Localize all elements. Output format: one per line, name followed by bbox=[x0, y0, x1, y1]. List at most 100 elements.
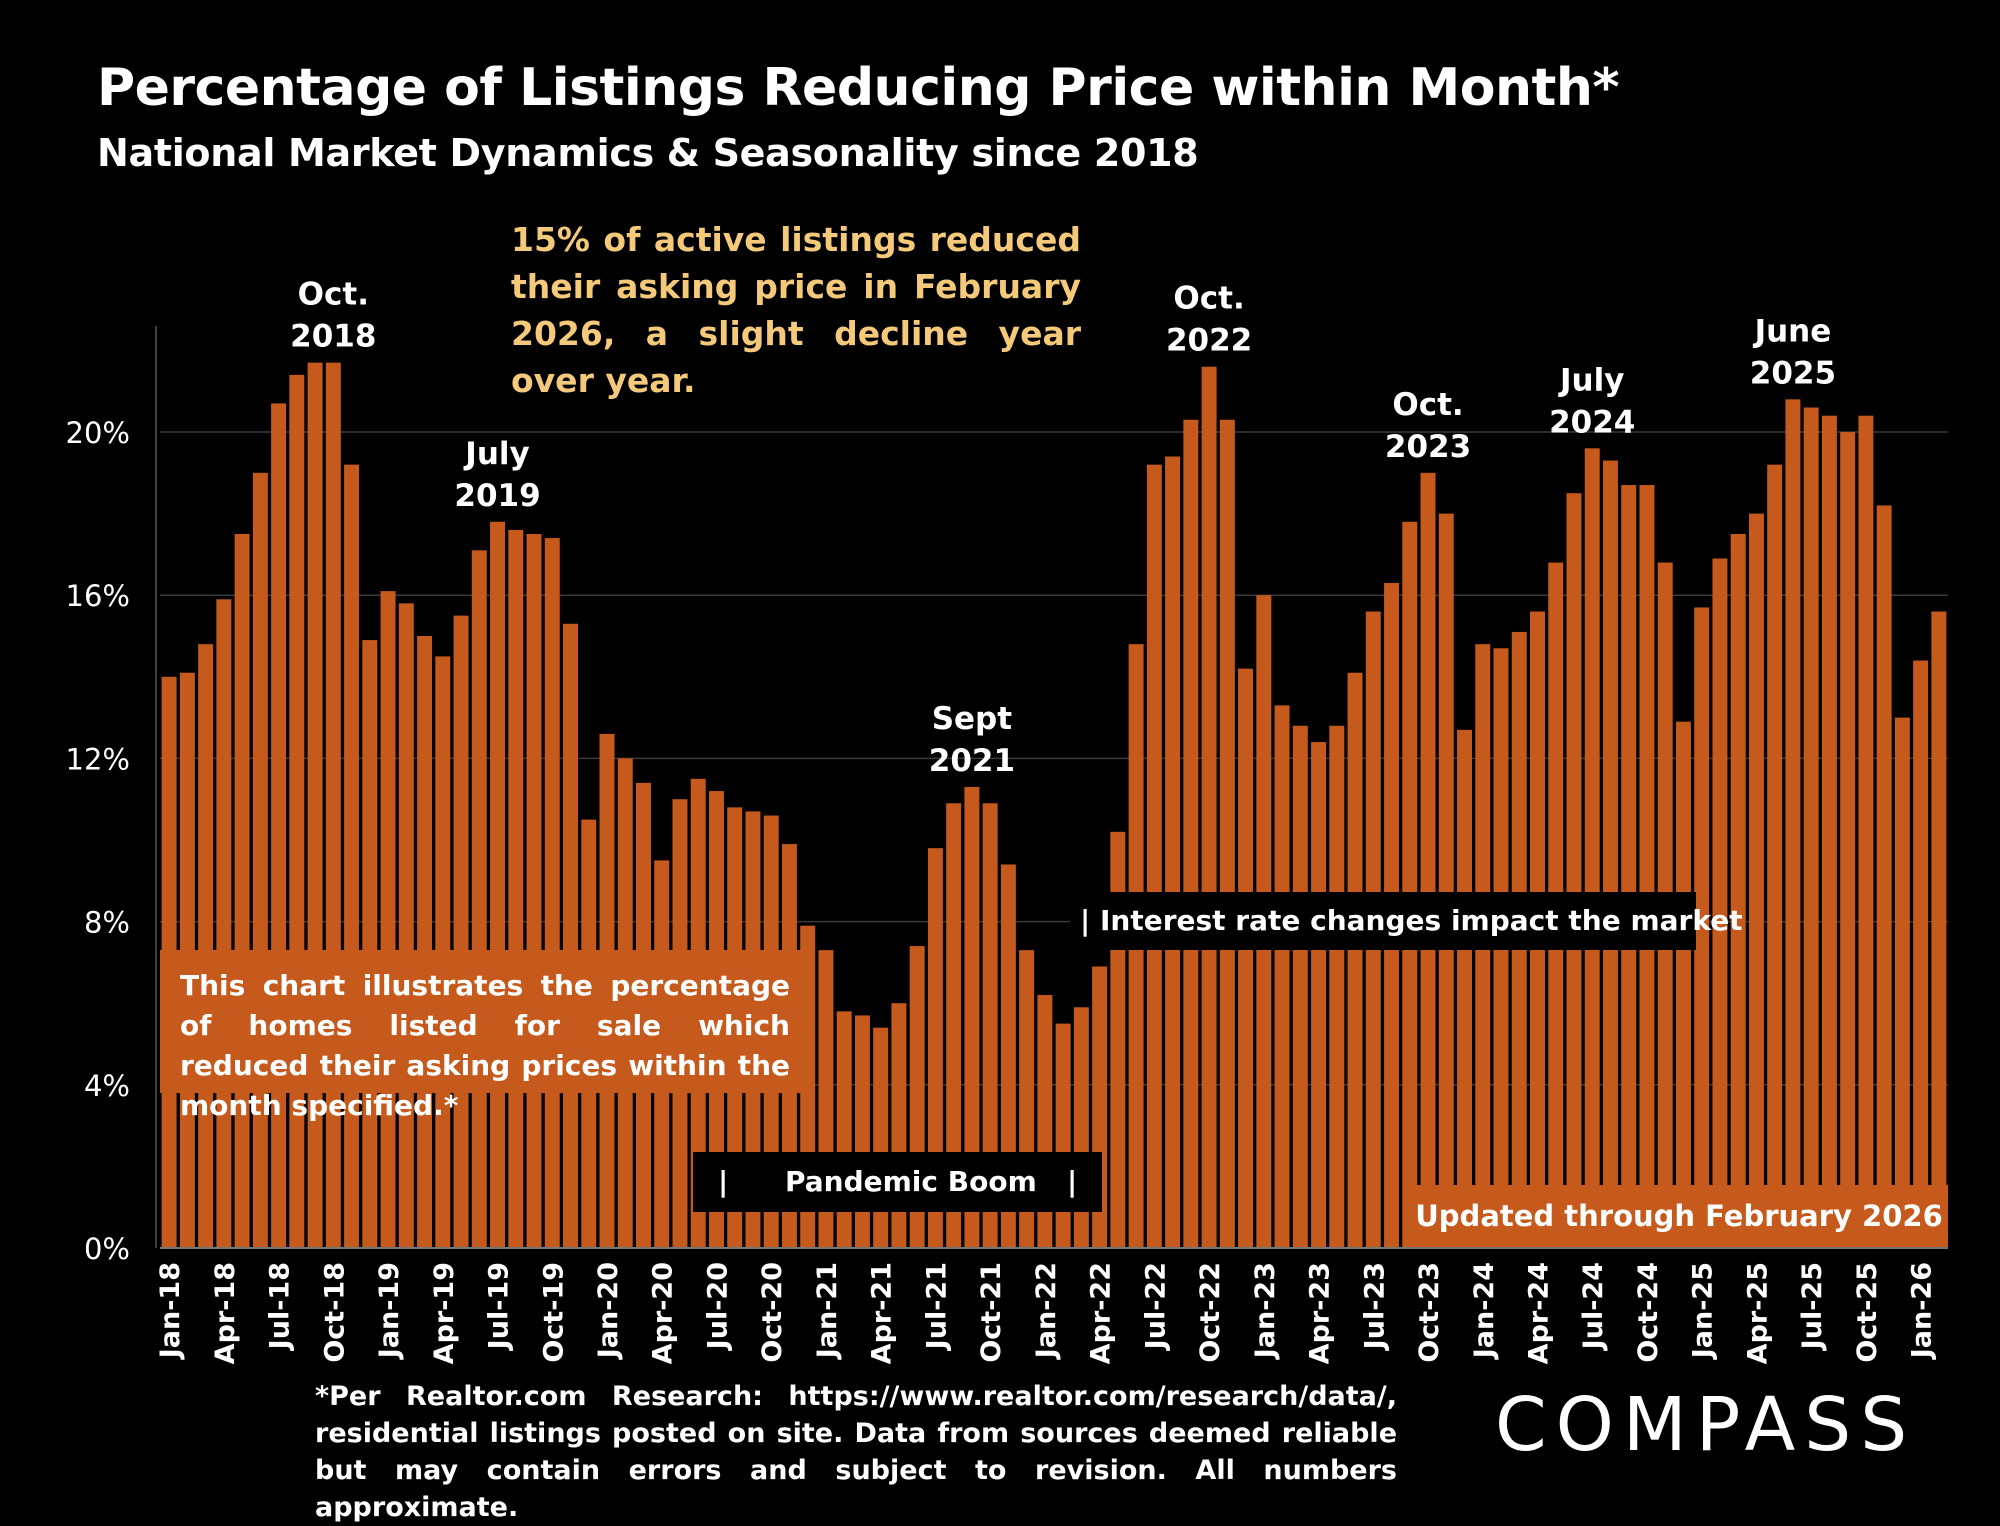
x-tick-label: Oct-18 bbox=[319, 1262, 350, 1363]
bar bbox=[453, 615, 469, 1248]
bar bbox=[526, 534, 542, 1248]
bar bbox=[216, 599, 232, 1248]
bar bbox=[1165, 456, 1181, 1249]
x-tick-label: Jan-20 bbox=[593, 1262, 624, 1360]
y-tick-label: 8% bbox=[84, 906, 130, 940]
annotation-year: 2025 bbox=[1750, 355, 1836, 391]
bar bbox=[1566, 493, 1582, 1248]
x-tick-label: Jul-20 bbox=[702, 1262, 733, 1351]
bar bbox=[873, 1027, 889, 1248]
bar bbox=[1201, 366, 1217, 1249]
bar bbox=[234, 534, 250, 1248]
x-tick-label: Apr-22 bbox=[1086, 1262, 1117, 1364]
interest-divider: | bbox=[1080, 904, 1091, 937]
info-box: This chart illustrates the percentage of… bbox=[160, 950, 812, 1122]
y-tick-label: 0% bbox=[84, 1232, 130, 1266]
x-tick-label: Jan-25 bbox=[1688, 1262, 1719, 1360]
annotation-label: Oct. bbox=[1173, 281, 1244, 317]
x-tick-label: Jul-21 bbox=[921, 1262, 952, 1351]
annotation-year: 2021 bbox=[929, 743, 1015, 779]
x-tick-label: Oct-25 bbox=[1852, 1262, 1883, 1363]
y-tick-label: 4% bbox=[84, 1069, 130, 1103]
bar bbox=[1694, 607, 1710, 1248]
bar bbox=[1219, 419, 1235, 1248]
bar bbox=[1402, 521, 1418, 1248]
bar bbox=[1821, 415, 1837, 1248]
pandemic-label-text: Pandemic Boom bbox=[785, 1165, 1037, 1198]
bar bbox=[471, 550, 487, 1248]
bar bbox=[1292, 725, 1308, 1248]
pandemic-boom-label: | Pandemic Boom | bbox=[693, 1152, 1102, 1212]
bar bbox=[1584, 448, 1600, 1248]
bar bbox=[544, 538, 560, 1248]
bar bbox=[1785, 399, 1801, 1248]
bar bbox=[1311, 742, 1327, 1248]
annotation-year: 2023 bbox=[1385, 429, 1471, 465]
bar bbox=[1748, 513, 1764, 1248]
annotation-year: 2024 bbox=[1549, 404, 1635, 440]
bar bbox=[1803, 407, 1819, 1248]
bar bbox=[1329, 725, 1345, 1248]
headline-callout: 15% of active listings reduced their ask… bbox=[511, 220, 1081, 400]
bar bbox=[1183, 419, 1199, 1248]
bar bbox=[252, 472, 268, 1248]
x-tick-label: Jan-26 bbox=[1907, 1262, 1938, 1360]
bar bbox=[946, 803, 962, 1248]
bar bbox=[927, 848, 943, 1248]
bar bbox=[1675, 721, 1691, 1248]
bar bbox=[1712, 558, 1728, 1248]
bar bbox=[398, 603, 414, 1248]
updated-badge: Updated through February 2026 bbox=[1410, 1185, 1948, 1247]
x-tick-label: Apr-18 bbox=[210, 1262, 241, 1364]
bar bbox=[1639, 485, 1655, 1248]
bar bbox=[1894, 717, 1910, 1248]
annotation-year: 2019 bbox=[454, 478, 540, 514]
x-tick-label: Apr-20 bbox=[648, 1262, 679, 1364]
bar bbox=[344, 464, 360, 1248]
x-tick-label: Jan-24 bbox=[1469, 1262, 1500, 1360]
bar bbox=[380, 591, 396, 1248]
bar bbox=[1457, 729, 1472, 1248]
x-tick-label: Jul-18 bbox=[265, 1262, 296, 1351]
y-tick-label: 16% bbox=[66, 579, 130, 613]
x-tick-label: Jan-19 bbox=[374, 1262, 405, 1360]
axes: 0% 4% 8% 12% 16% 20% Jan-18 Apr-18 Jul-18 Oct-18 J… bbox=[66, 325, 1948, 1364]
x-tick-label: Apr-23 bbox=[1305, 1262, 1336, 1364]
bar bbox=[198, 644, 214, 1248]
bar bbox=[1146, 464, 1162, 1248]
bar bbox=[1876, 505, 1892, 1248]
bar bbox=[490, 521, 506, 1248]
x-tick-label: Oct-24 bbox=[1633, 1262, 1664, 1363]
bar bbox=[1840, 432, 1856, 1248]
x-tick-label: Apr-19 bbox=[429, 1262, 460, 1364]
chart-subtitle: National Market Dynamics & Seasonality s… bbox=[97, 131, 1199, 175]
bar bbox=[1238, 668, 1254, 1248]
annotation-label: July bbox=[1558, 362, 1624, 398]
x-tick-label: Jan-21 bbox=[812, 1262, 843, 1360]
x-tick-label: Oct-20 bbox=[757, 1262, 788, 1363]
x-tick-label: Jul-25 bbox=[1797, 1262, 1828, 1351]
x-tick-label: Oct-23 bbox=[1414, 1262, 1445, 1363]
bar bbox=[1274, 705, 1290, 1248]
bar bbox=[836, 1011, 852, 1248]
bar bbox=[1420, 472, 1436, 1248]
x-tick-label: Apr-25 bbox=[1742, 1262, 1773, 1364]
bar bbox=[362, 640, 378, 1248]
bar bbox=[1438, 513, 1454, 1248]
y-tick-label: 12% bbox=[66, 742, 130, 776]
x-tick-label: Jul-23 bbox=[1359, 1262, 1390, 1351]
x-tick-label: Jan-18 bbox=[155, 1262, 186, 1360]
bar bbox=[1347, 672, 1363, 1248]
bar bbox=[563, 623, 578, 1248]
bar bbox=[1767, 464, 1783, 1248]
pandemic-left-divider: | bbox=[718, 1165, 729, 1198]
x-tick-label: Jul-19 bbox=[484, 1262, 515, 1351]
annotation-label: Oct. bbox=[1392, 387, 1463, 423]
x-tick-label: Oct-21 bbox=[976, 1262, 1007, 1363]
interest-label-text: Interest rate changes impact the market bbox=[1099, 904, 1743, 937]
annotation-year: 2018 bbox=[290, 319, 376, 355]
x-tick-label: Oct-19 bbox=[538, 1262, 569, 1363]
annotation-year: 2022 bbox=[1166, 323, 1252, 359]
bar bbox=[1602, 460, 1618, 1248]
bar bbox=[964, 786, 980, 1248]
